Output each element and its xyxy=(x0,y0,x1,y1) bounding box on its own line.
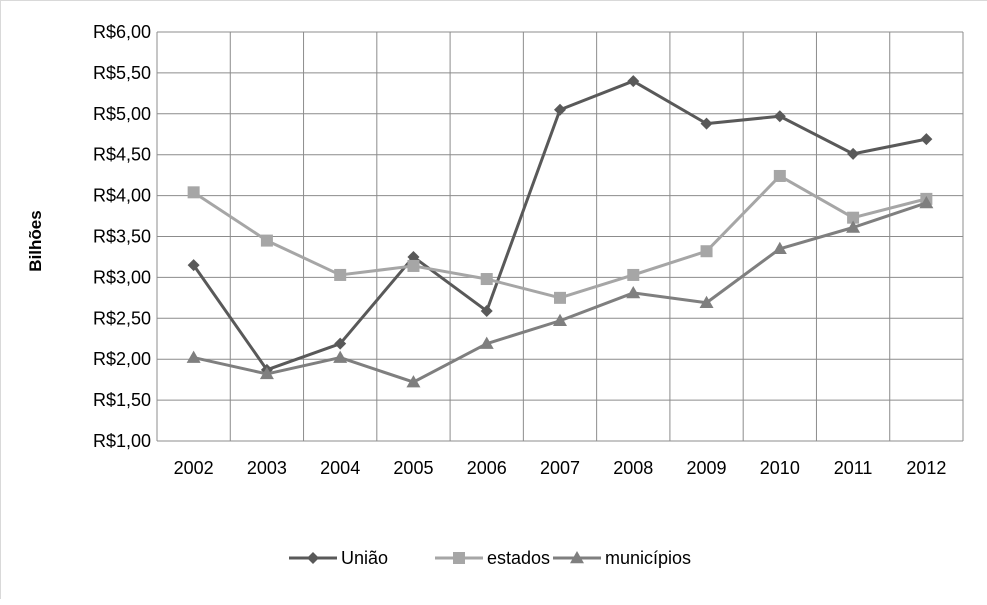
y-tick-label: R$5,50 xyxy=(93,63,151,83)
y-tick-label: R$3,50 xyxy=(93,227,151,247)
x-tick-label: 2010 xyxy=(760,458,800,478)
data-point-square xyxy=(407,259,420,272)
data-point-square xyxy=(480,273,493,286)
y-tick-label: R$3,00 xyxy=(93,267,151,287)
y-axis-ticks: R$1,00 R$1,50 R$2,00 R$2,50 R$3,00 R$3,50 R$4,… xyxy=(93,22,151,451)
grid xyxy=(156,31,964,442)
data-point-diamond xyxy=(700,117,713,130)
x-tick-label: 2007 xyxy=(540,458,580,478)
data-point-square xyxy=(187,186,200,199)
data-point-diamond xyxy=(773,110,786,123)
data-point-diamond xyxy=(920,133,933,146)
data-point-diamond xyxy=(627,75,640,88)
data-point-triangle xyxy=(186,350,201,363)
legend-item: municípios xyxy=(553,548,691,568)
y-tick-label: R$2,50 xyxy=(93,308,151,328)
legend-marker-triangle xyxy=(570,551,584,564)
series-square xyxy=(187,169,933,304)
legend-marker-diamond xyxy=(307,552,319,564)
data-point-square xyxy=(627,268,640,281)
x-tick-label: 2005 xyxy=(393,458,433,478)
y-tick-label: R$4,00 xyxy=(93,186,151,206)
legend-label: municípios xyxy=(605,548,691,568)
y-tick-label: R$1,00 xyxy=(93,431,151,451)
y-tick-label: R$5,00 xyxy=(93,104,151,124)
data-point-diamond xyxy=(480,304,493,317)
data-point-square xyxy=(260,234,273,247)
series-diamond xyxy=(187,75,933,376)
data-point-square xyxy=(334,268,347,281)
x-tick-label: 2008 xyxy=(613,458,653,478)
x-tick-label: 2011 xyxy=(834,458,873,478)
data-point-triangle xyxy=(259,366,274,380)
data-point-triangle xyxy=(479,336,494,349)
data-point-diamond xyxy=(847,147,860,160)
legend-item: estados xyxy=(435,548,550,568)
data-point-square xyxy=(773,169,786,182)
data-point-square xyxy=(554,291,566,304)
legend-marker-square xyxy=(453,552,465,564)
legend-item: União xyxy=(289,548,388,568)
y-axis-label: Bilhões xyxy=(26,210,45,271)
x-axis-ticks: 2002 2003 2004 2005 2006 2007 2008 2009 2010 2011… xyxy=(174,458,947,478)
legend-label: União xyxy=(341,548,388,568)
data-point-triangle xyxy=(919,195,934,209)
legend: União estados municípios xyxy=(289,548,691,568)
x-tick-label: 2003 xyxy=(247,458,287,478)
data-point-triangle xyxy=(626,285,641,299)
data-point-triangle xyxy=(772,241,787,255)
y-tick-label: R$2,00 xyxy=(93,349,151,369)
data-point-diamond xyxy=(187,259,200,272)
data-point-triangle xyxy=(553,313,567,327)
data-point-square xyxy=(847,211,860,224)
data-point-diamond xyxy=(334,337,347,350)
x-tick-label: 2002 xyxy=(174,458,214,478)
data-point-square xyxy=(700,245,713,258)
data-point-triangle xyxy=(406,375,421,388)
x-tick-label: 2006 xyxy=(467,458,507,478)
data-point-diamond xyxy=(554,103,566,116)
x-tick-label: 2004 xyxy=(320,458,360,478)
y-tick-label: R$1,50 xyxy=(93,390,151,410)
legend-label: estados xyxy=(487,548,550,568)
x-tick-label: 2012 xyxy=(906,458,946,478)
data-point-diamond xyxy=(407,250,420,263)
x-tick-label: 2009 xyxy=(687,458,727,478)
data-point-triangle xyxy=(846,220,861,233)
series-triangle xyxy=(186,195,934,388)
data-point-triangle xyxy=(699,295,714,309)
y-tick-label: R$4,50 xyxy=(93,145,151,165)
data-point-triangle xyxy=(333,350,348,363)
y-tick-label: R$6,00 xyxy=(93,22,151,42)
series-group xyxy=(186,75,934,388)
